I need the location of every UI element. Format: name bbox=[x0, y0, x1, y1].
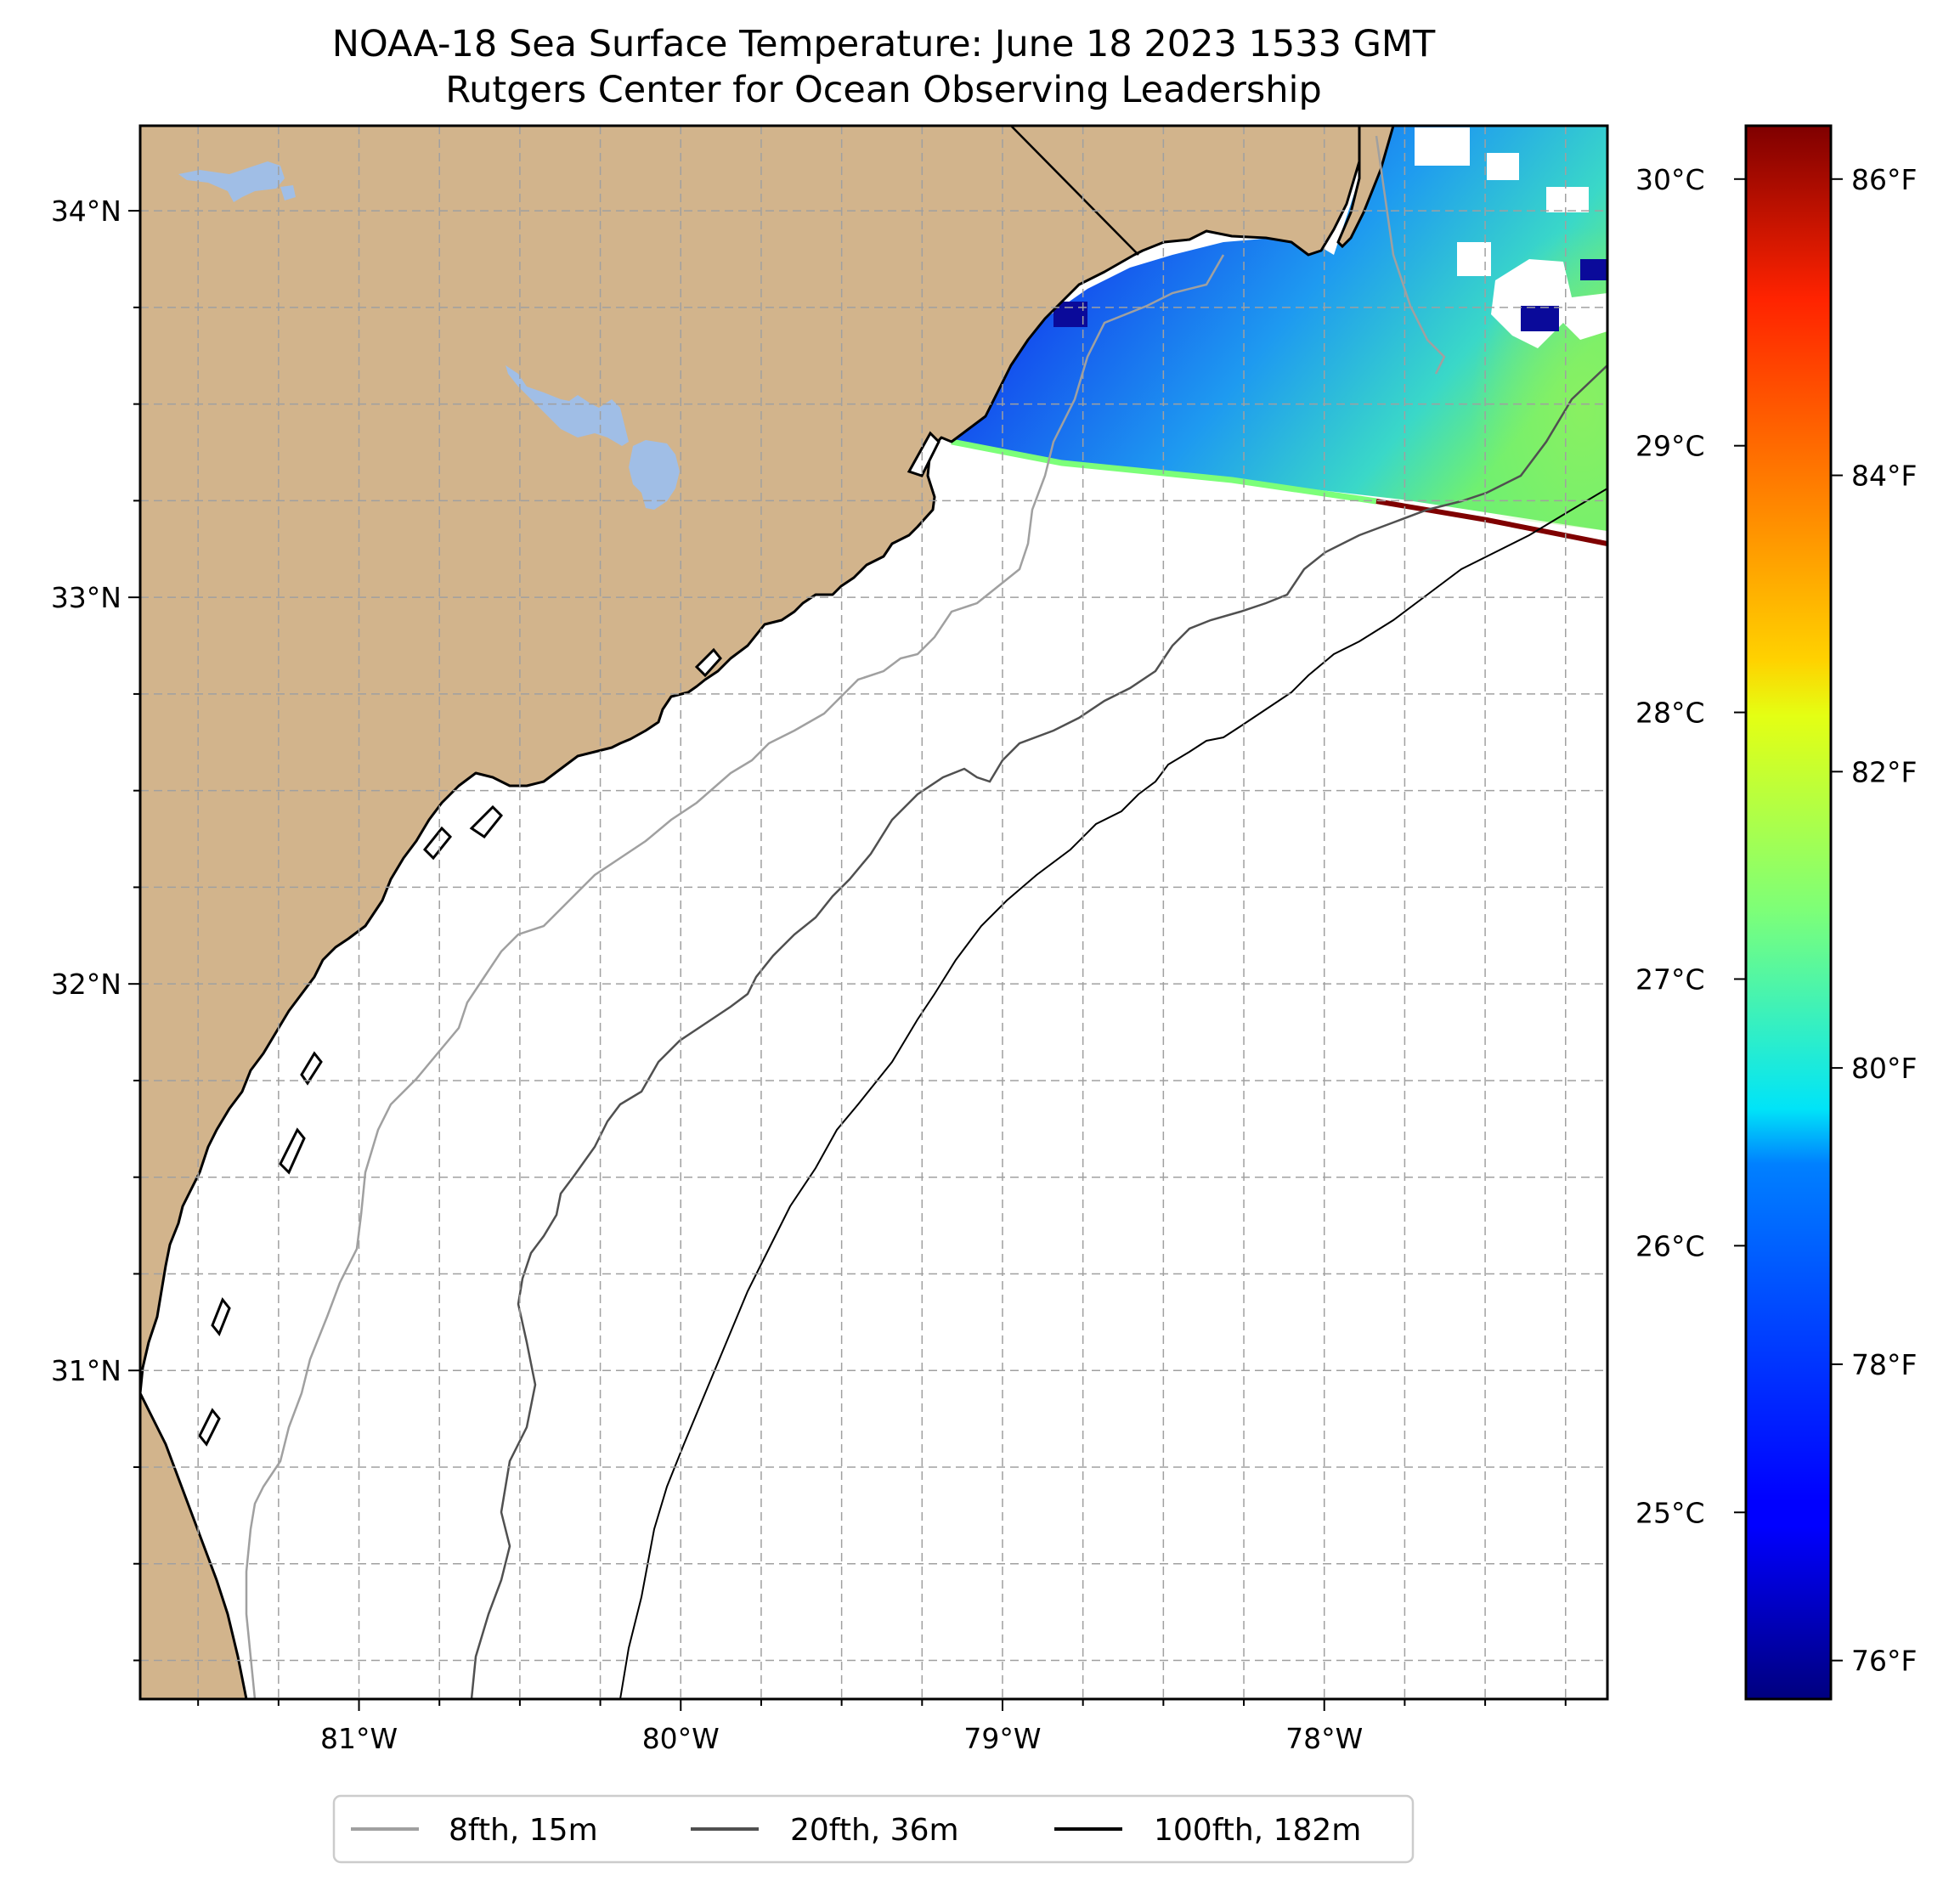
celsius-tick-label: 28°C bbox=[1635, 697, 1705, 730]
celsius-tick-label: 30°C bbox=[1635, 163, 1705, 196]
map-area bbox=[140, 126, 1607, 1699]
lon-tick-label: 81°W bbox=[320, 1722, 398, 1755]
legend-frame bbox=[332, 1794, 1415, 1864]
sst-swath-edge bbox=[951, 438, 1377, 505]
lon-tick-label: 79°W bbox=[963, 1722, 1041, 1755]
lat-tick-label: 33°N bbox=[51, 581, 121, 614]
sst-swath-edge-warm bbox=[1375, 499, 1607, 546]
lakes bbox=[178, 161, 680, 510]
celsius-tick-label: 26°C bbox=[1635, 1229, 1705, 1262]
colorbar bbox=[1746, 126, 1831, 1699]
legend-label-100fth: 100fth, 182m bbox=[1154, 1813, 1361, 1848]
legend-label-8fth: 8fth, 15m bbox=[449, 1813, 598, 1848]
legend: 8fth, 15m 20fth, 36m 100fth, 182m bbox=[332, 1794, 1415, 1864]
coastal-islands bbox=[198, 431, 940, 1447]
colorbar-frame bbox=[1744, 124, 1833, 1701]
fahrenheit-tick-label: 78°F bbox=[1851, 1348, 1917, 1381]
fahrenheit-tick-label: 76°F bbox=[1851, 1645, 1917, 1678]
map-subtitle: Rutgers Center for Ocean Observing Leade… bbox=[445, 69, 1322, 111]
isobath-8fth bbox=[245, 254, 1225, 1699]
fahrenheit-tick-label: 80°F bbox=[1851, 1052, 1917, 1085]
lon-tick-label: 80°W bbox=[642, 1722, 720, 1755]
state-border bbox=[1010, 126, 1139, 256]
celsius-tick-label: 25°C bbox=[1635, 1496, 1705, 1529]
sst-warm-patch bbox=[1359, 126, 1607, 531]
gridlines bbox=[140, 126, 1607, 1699]
lat-tick-label: 31°N bbox=[51, 1354, 121, 1387]
celsius-tick-label: 27°C bbox=[1635, 963, 1705, 996]
cloud-mask bbox=[1415, 127, 1607, 348]
celsius-tick-label: 29°C bbox=[1635, 430, 1705, 463]
map-title: NOAA-18 Sea Surface Temperature: June 18… bbox=[331, 23, 1436, 65]
fahrenheit-tick-label: 86°F bbox=[1851, 163, 1917, 196]
land bbox=[140, 126, 1378, 1395]
fahrenheit-tick-label: 82°F bbox=[1851, 755, 1917, 788]
legend-label-20fth: 20fth, 36m bbox=[790, 1813, 959, 1848]
lat-tick-label: 34°N bbox=[51, 195, 121, 228]
map-frame bbox=[138, 124, 1609, 1701]
colorbar-ticks: 30°C 29°C 28°C 27°C 26°C 25°C 86°F 84°F 82°F 80°F… bbox=[1635, 163, 1917, 1678]
lon-tick-label: 78°W bbox=[1285, 1722, 1363, 1755]
lat-tick-label: 32°N bbox=[51, 968, 121, 1001]
isobath-8fth-north bbox=[1375, 135, 1446, 375]
fahrenheit-tick-label: 84°F bbox=[1851, 460, 1917, 493]
axis-ticks: 81°W 80°W 79°W 78°W 34°N 33°N 32°N 31°N bbox=[51, 195, 1567, 1755]
isobath-100fth bbox=[619, 488, 1607, 1699]
